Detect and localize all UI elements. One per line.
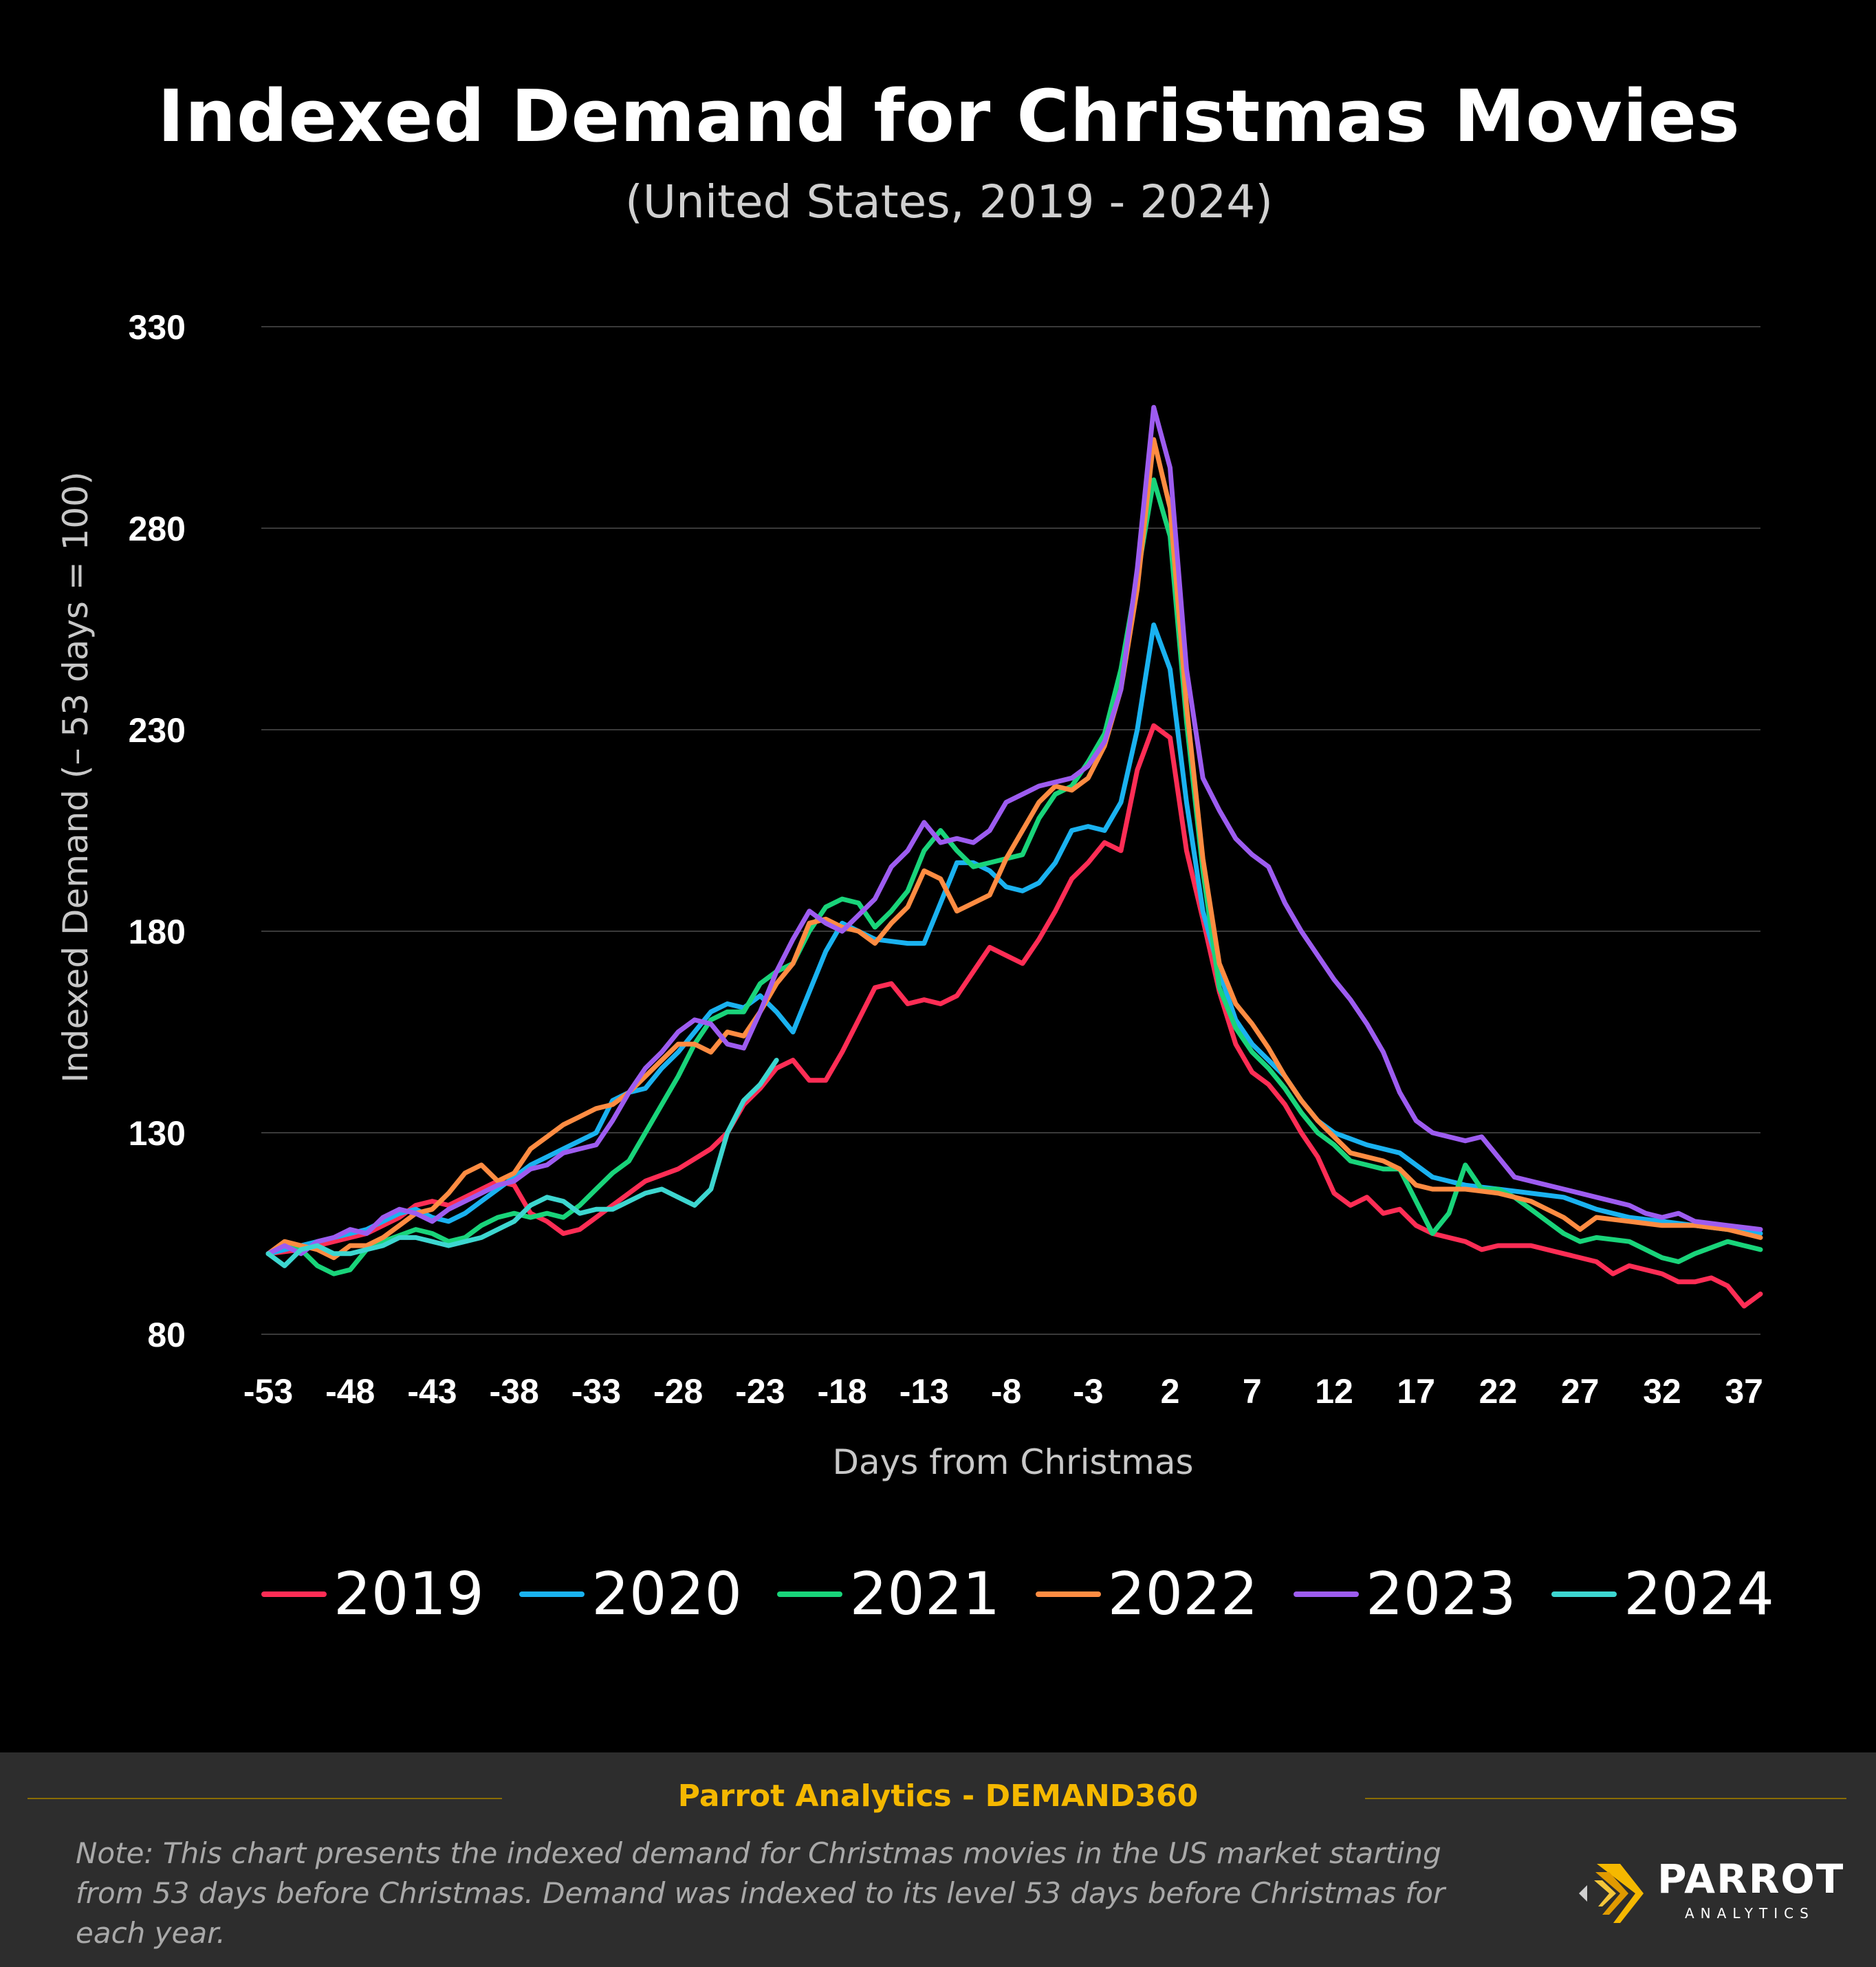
x-tick-label: 22 <box>1479 1372 1518 1411</box>
parrot-logo-icon <box>1579 1864 1644 1923</box>
series-line-2021 <box>265 477 1763 1276</box>
x-tick-label: 2 <box>1161 1372 1180 1411</box>
series-line-2024 <box>265 1058 779 1268</box>
x-tick-label: -53 <box>243 1372 293 1411</box>
x-tick-label: -3 <box>1073 1372 1103 1411</box>
x-tick-label: -8 <box>991 1372 1021 1411</box>
y-tick-labels: 330 280 230 180 130 80 <box>129 308 186 1354</box>
y-axis-label: Indexed Demand (– 53 days = 100) <box>56 472 96 1083</box>
chart-title: Indexed Demand for Christmas Movies <box>157 74 1741 158</box>
x-tick-label: 37 <box>1725 1372 1763 1411</box>
x-tick-label: 27 <box>1561 1372 1600 1411</box>
x-axis-label: Days from Christmas <box>832 1442 1193 1482</box>
grid-lines <box>261 326 1760 1335</box>
logo-wordmark: PARROT <box>1657 1856 1845 1902</box>
x-tick-label: -33 <box>571 1372 621 1411</box>
legend-label: 2023 <box>1365 1560 1516 1629</box>
y-tick-label: 330 <box>129 308 186 347</box>
x-tick-label: -23 <box>735 1372 785 1411</box>
legend-item-2019: 2019 <box>261 1560 484 1629</box>
x-tick-label: -13 <box>899 1372 949 1411</box>
source-credit: Parrot Analytics - DEMAND360 <box>677 1779 1199 1814</box>
footer-rule-right <box>1365 1798 1846 1799</box>
series-line-2019 <box>265 723 1763 1309</box>
legend: 2019 2020 2021 2022 2023 2024 <box>261 1553 1774 1635</box>
chart-subtitle: (United States, 2019 - 2024) <box>624 175 1274 228</box>
series-line-2023 <box>265 404 1763 1257</box>
legend-item-2020: 2020 <box>519 1560 742 1629</box>
legend-swatch <box>1293 1591 1359 1597</box>
y-tick-label: 180 <box>129 913 186 951</box>
x-tick-label: -38 <box>490 1372 539 1411</box>
legend-swatch <box>777 1591 843 1597</box>
series-line-2022 <box>265 437 1763 1261</box>
legend-item-2022: 2022 <box>1035 1560 1258 1629</box>
y-tick-label: 280 <box>129 510 186 548</box>
x-tick-label: -48 <box>325 1372 375 1411</box>
x-tick-label: 7 <box>1243 1372 1262 1411</box>
logo-subtitle: ANALYTICS <box>1685 1905 1815 1922</box>
legend-swatch <box>519 1591 585 1597</box>
legend-item-2023: 2023 <box>1293 1560 1516 1629</box>
y-tick-label: 230 <box>129 711 186 750</box>
legend-label: 2020 <box>591 1560 743 1629</box>
legend-item-2024: 2024 <box>1551 1560 1774 1629</box>
series-lines <box>265 404 1763 1309</box>
legend-label: 2022 <box>1107 1560 1258 1629</box>
series-line-2020 <box>265 622 1763 1257</box>
legend-swatch <box>261 1591 327 1597</box>
legend-label: 2019 <box>334 1560 484 1629</box>
legend-item-2021: 2021 <box>777 1560 1000 1629</box>
legend-label: 2021 <box>849 1560 1001 1629</box>
chart-note: Note: This chart presents the indexed de… <box>76 1836 1446 1950</box>
x-tick-label: 17 <box>1397 1372 1435 1411</box>
x-tick-label: -28 <box>653 1372 703 1411</box>
x-tick-label: -43 <box>407 1372 457 1411</box>
y-tick-label: 80 <box>147 1316 186 1354</box>
y-tick-label: 130 <box>129 1114 186 1153</box>
footer-rule-left <box>28 1798 502 1799</box>
x-tick-label: 32 <box>1643 1372 1681 1411</box>
parrot-analytics-logo: PARROT ANALYTICS <box>1575 1856 1850 1938</box>
legend-swatch <box>1551 1591 1617 1597</box>
x-tick-label: 12 <box>1315 1372 1353 1411</box>
x-tick-label: -18 <box>817 1372 866 1411</box>
legend-swatch <box>1035 1591 1101 1597</box>
x-tick-labels: -53 -48 -43 -38 -33 -28 -23 -18 -13 -8 -3 2 7 12 17 22 2… <box>243 1372 1763 1411</box>
legend-label: 2024 <box>1624 1560 1774 1629</box>
footer: Parrot Analytics - DEMAND360 Note: This … <box>0 1752 1876 1967</box>
